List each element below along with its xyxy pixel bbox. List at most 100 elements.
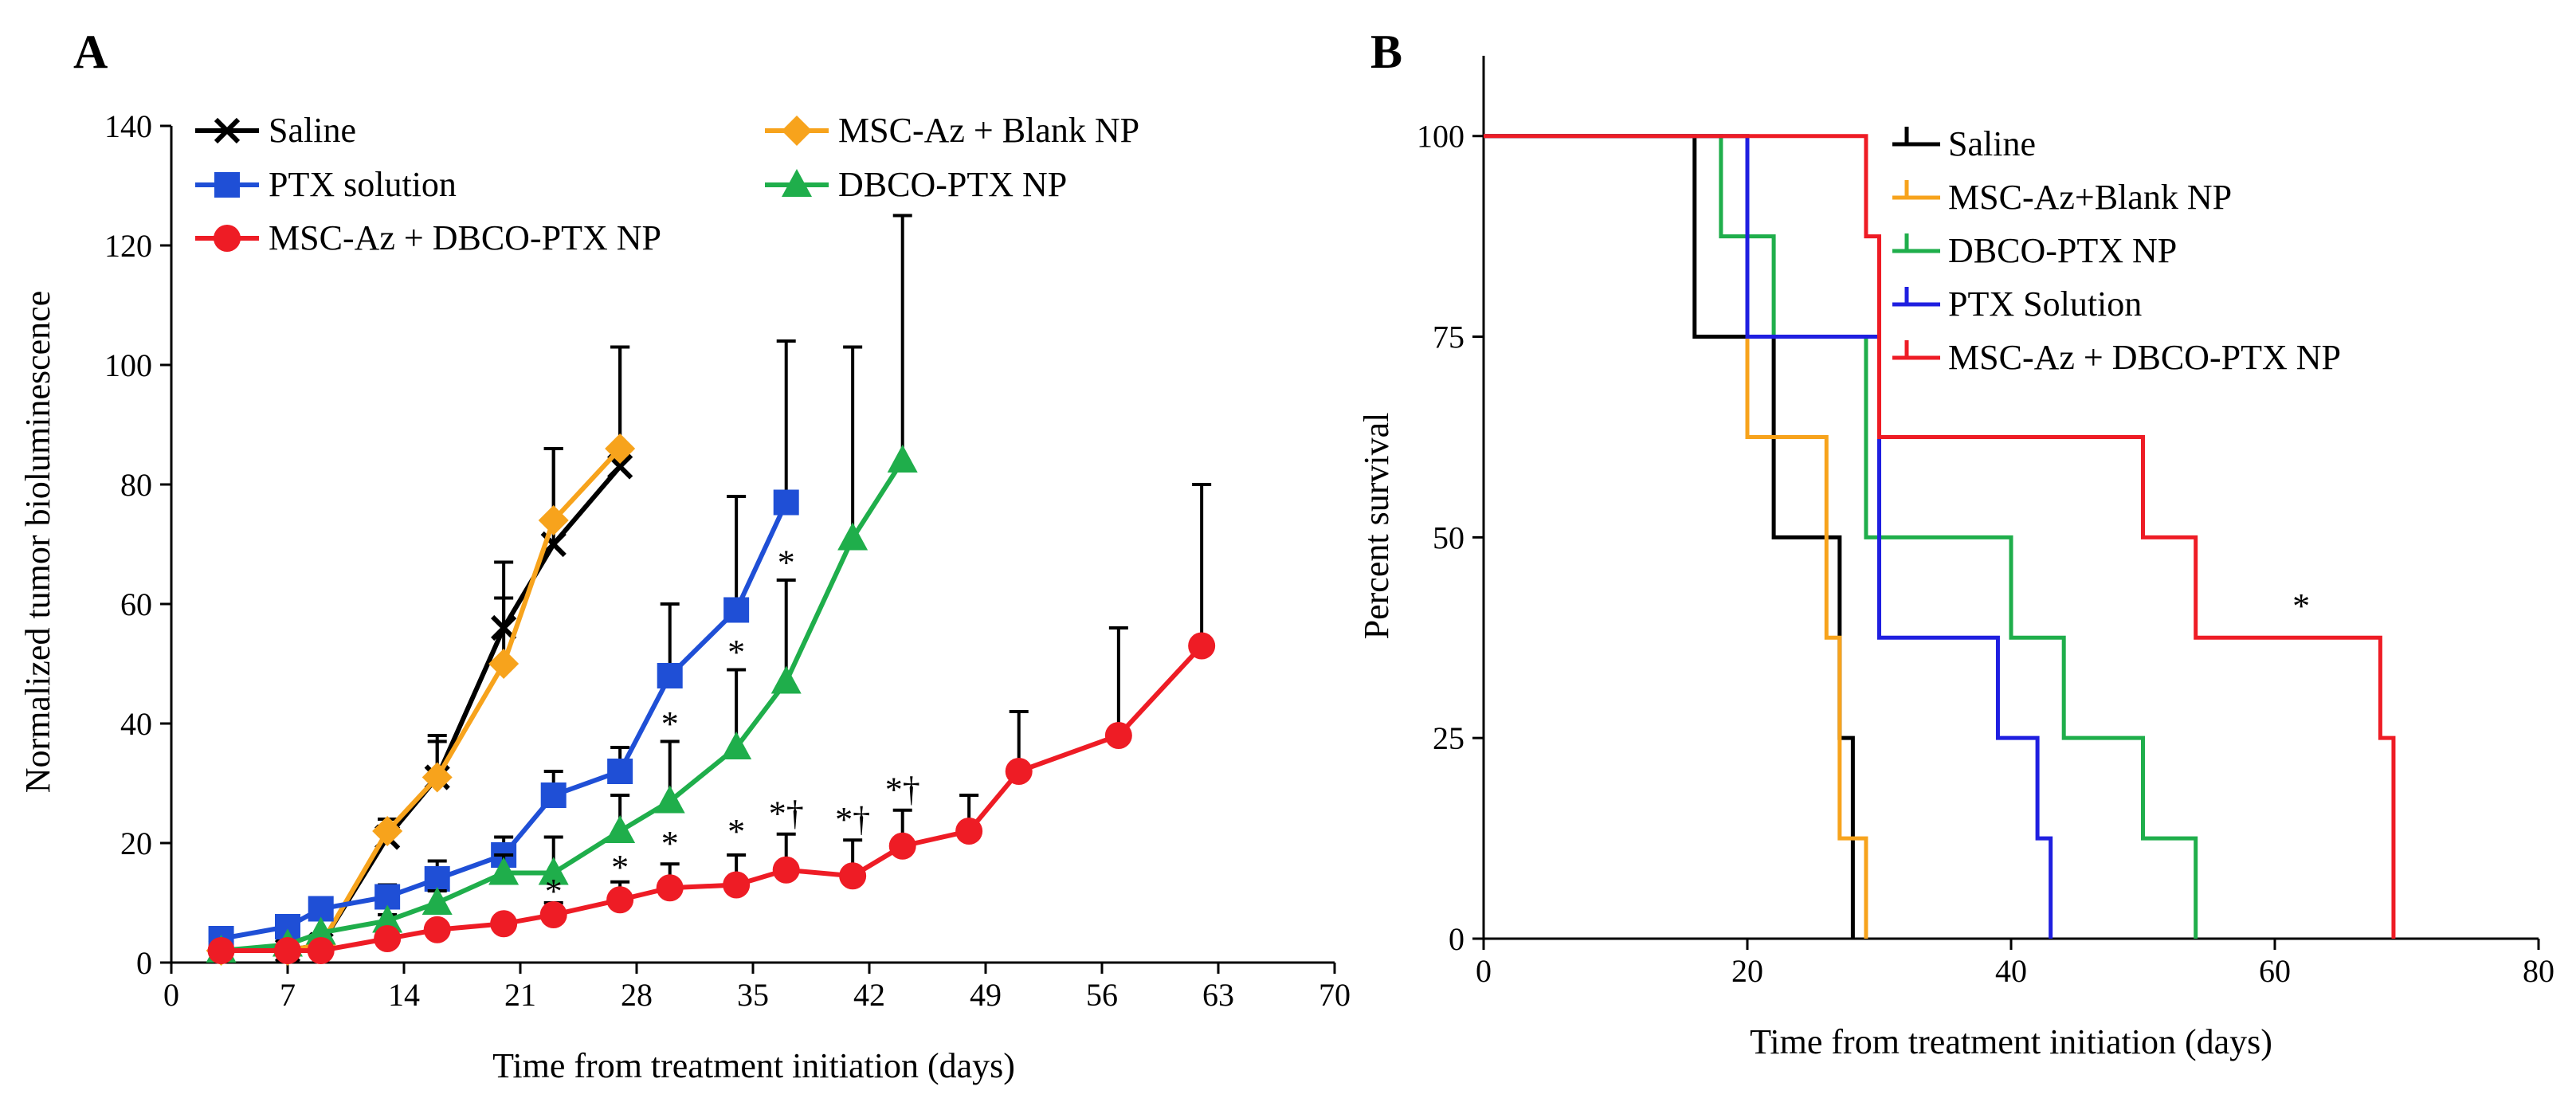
significance-marker: *	[727, 633, 745, 672]
msc-az-blank-np-point	[538, 505, 569, 535]
msc-az-dbco-ptx-np-point	[539, 901, 567, 928]
dbco-ptx-np-point	[837, 522, 868, 551]
significance-marker: *	[727, 812, 745, 851]
dbco-ptx-np-point	[372, 904, 403, 933]
ptx-solution-step-curve	[1484, 134, 2053, 939]
msc-az-blank-np-point	[605, 433, 636, 464]
dbco-ptx-np-point	[887, 445, 918, 473]
legend-entry-msc-az-dbco-ptx-np: MSC-Az + DBCO-PTX NP	[195, 218, 661, 257]
panel-a-y-tick-label: 120	[104, 228, 152, 264]
survival-msc-az-dbco-ptx-np	[1484, 134, 2396, 939]
msc-az-blank-np-point	[372, 816, 403, 846]
series-msc-az-blank-np	[206, 345, 636, 966]
panel-a-y-tick-label: 100	[104, 347, 152, 383]
dbco-ptx-np-point	[488, 857, 520, 885]
panel-a-x-tick-label: 35	[737, 977, 769, 1013]
panel-a-x-tick-label: 70	[1319, 977, 1351, 1013]
panel-b-legend: Saline MSC-Az+Blank NP DBCO-PTX NP PTX Solu…	[1892, 124, 2341, 377]
panel-b: B 0 20 40 60 80 0 25 50 75 100 * Saline MSC-Az+Bla…	[1357, 25, 2554, 1061]
panel-b-ylabel: Percent survival	[1357, 413, 1396, 640]
panel-a-label: A	[73, 25, 108, 78]
panel-a-x-tick-label: 7	[280, 977, 296, 1013]
panel-b-marks: *	[1484, 134, 2396, 939]
panel-a-x-tick-label: 0	[163, 977, 179, 1013]
panel-a-legend: Saline MSC-Az + Blank NP PTX solution DBCO-…	[195, 111, 1139, 257]
saline-step-curve	[1484, 134, 1855, 939]
msc-az-dbco-ptx-np-point	[888, 832, 916, 860]
panel-a-ylabel: Normalized tumor bioluminescence	[18, 291, 57, 793]
msc-az-dbco-ptx-np-point	[207, 937, 235, 964]
msc-az-dbco-ptx-np-point	[723, 871, 751, 899]
legend-swatch	[1892, 233, 1940, 253]
panel-b-y-tick-label: 75	[1433, 320, 1464, 355]
significance-marker: *	[2292, 586, 2310, 626]
dbco-ptx-np-point	[654, 785, 685, 814]
legend-swatch	[1892, 340, 1940, 360]
panel-b-x-tick-label: 60	[2259, 953, 2291, 989]
survival-dbco-ptx-np	[1484, 134, 2198, 939]
legend-entry-msc-az-blank-np: MSC-Az+Blank NP	[1892, 178, 2232, 217]
panel-b-x-tick-label: 0	[1476, 953, 1492, 989]
panel-a-xlabel: Time from treatment initiation (days)	[492, 1046, 1015, 1085]
msc-az-dbco-ptx-np-step-curve	[1484, 134, 2396, 939]
panel-a-annotations: * * * * * * * *† *† *†	[545, 543, 920, 912]
legend-label: MSC-Az + DBCO-PTX NP	[1948, 338, 2341, 377]
panel-a-y-tick-label: 60	[120, 586, 152, 622]
msc-az-dbco-ptx-np-line	[221, 644, 1204, 953]
panel-b-y-tick-label: 0	[1449, 921, 1464, 957]
significance-marker: *†	[885, 771, 920, 810]
significance-marker: *	[661, 704, 679, 743]
panel-a-axes: 0 7 14 21 28 35 42 49 56 63 70 0 20 40 60 80 100 120 140	[104, 108, 1351, 1013]
panel-a-x-tick-label: 49	[970, 977, 1002, 1013]
legend-entry-dbco-ptx-np: DBCO-PTX NP	[765, 165, 1067, 204]
panel-b-x-tick-label: 80	[2523, 953, 2554, 989]
legend-marker	[782, 116, 812, 146]
msc-az-dbco-ptx-np-point	[274, 937, 301, 964]
legend-marker	[214, 225, 241, 252]
legend-label: MSC-Az+Blank NP	[1948, 178, 2232, 217]
msc-az-dbco-ptx-np-point	[374, 925, 402, 952]
panel-a-x-tick-label: 21	[504, 977, 536, 1013]
dbco-ptx-np-point	[538, 857, 569, 885]
series-dbco-ptx-np	[206, 214, 918, 963]
ptx-solution-point	[723, 597, 750, 623]
msc-az-dbco-ptx-np-point	[606, 886, 634, 914]
panel-a-x-tick-label: 63	[1202, 977, 1234, 1013]
panel-a-x-tick-label: 56	[1086, 977, 1118, 1013]
legend-entry-saline: Saline	[1892, 124, 2036, 163]
panel-b-axes: 0 20 40 60 80 0 25 50 75 100	[1417, 56, 2554, 989]
panel-a-marks: * * * * * * * *† *† *†	[206, 214, 1216, 966]
panel-b-x-tick-label: 20	[1731, 953, 1763, 989]
ptx-solution-point	[540, 782, 567, 808]
dbco-ptx-np-point	[305, 916, 336, 945]
legend-entry-dbco-ptx-np: DBCO-PTX NP	[1892, 231, 2177, 270]
panel-a-y-tick-label: 140	[104, 108, 152, 144]
panel-a-y-tick-label: 40	[120, 706, 152, 742]
legend-entry-ptx-solution: PTX Solution	[1892, 284, 2142, 324]
significance-marker: *†	[835, 800, 870, 839]
msc-az-dbco-ptx-np-point	[307, 937, 335, 964]
survival-ptx-solution	[1484, 134, 2053, 939]
panel-a: A 0 7 14 21 28 35 42 49 56 63 70 0 20 40 60 80 100 120 140…	[18, 25, 1351, 1085]
panel-b-y-tick-label: 50	[1433, 520, 1464, 555]
series-msc-az-dbco-ptx-np	[207, 483, 1216, 964]
dbco-ptx-np-point	[605, 815, 636, 843]
legend-label: MSC-Az + DBCO-PTX NP	[269, 218, 661, 257]
panel-a-y-tick-label: 20	[120, 826, 152, 861]
legend-entry-msc-az-blank-np: MSC-Az + Blank NP	[765, 111, 1139, 150]
legend-entry-msc-az-dbco-ptx-np: MSC-Az + DBCO-PTX NP	[1892, 338, 2341, 377]
msc-az-dbco-ptx-np-point	[423, 916, 451, 943]
msc-az-dbco-ptx-np-point	[1005, 758, 1033, 785]
legend-label: MSC-Az + Blank NP	[838, 111, 1139, 150]
dbco-ptx-np-point	[770, 665, 802, 694]
msc-az-blank-np-point	[488, 649, 520, 679]
panel-b-xlabel: Time from treatment initiation (days)	[1750, 1022, 2272, 1061]
panel-a-x-tick-label: 28	[621, 977, 653, 1013]
ptx-solution-point	[607, 759, 633, 784]
msc-az-dbco-ptx-np-point	[772, 856, 800, 884]
legend-label: Saline	[269, 111, 356, 150]
significance-marker: *	[661, 824, 679, 863]
survival-saline	[1484, 134, 1855, 939]
legend-label: PTX solution	[269, 165, 457, 204]
